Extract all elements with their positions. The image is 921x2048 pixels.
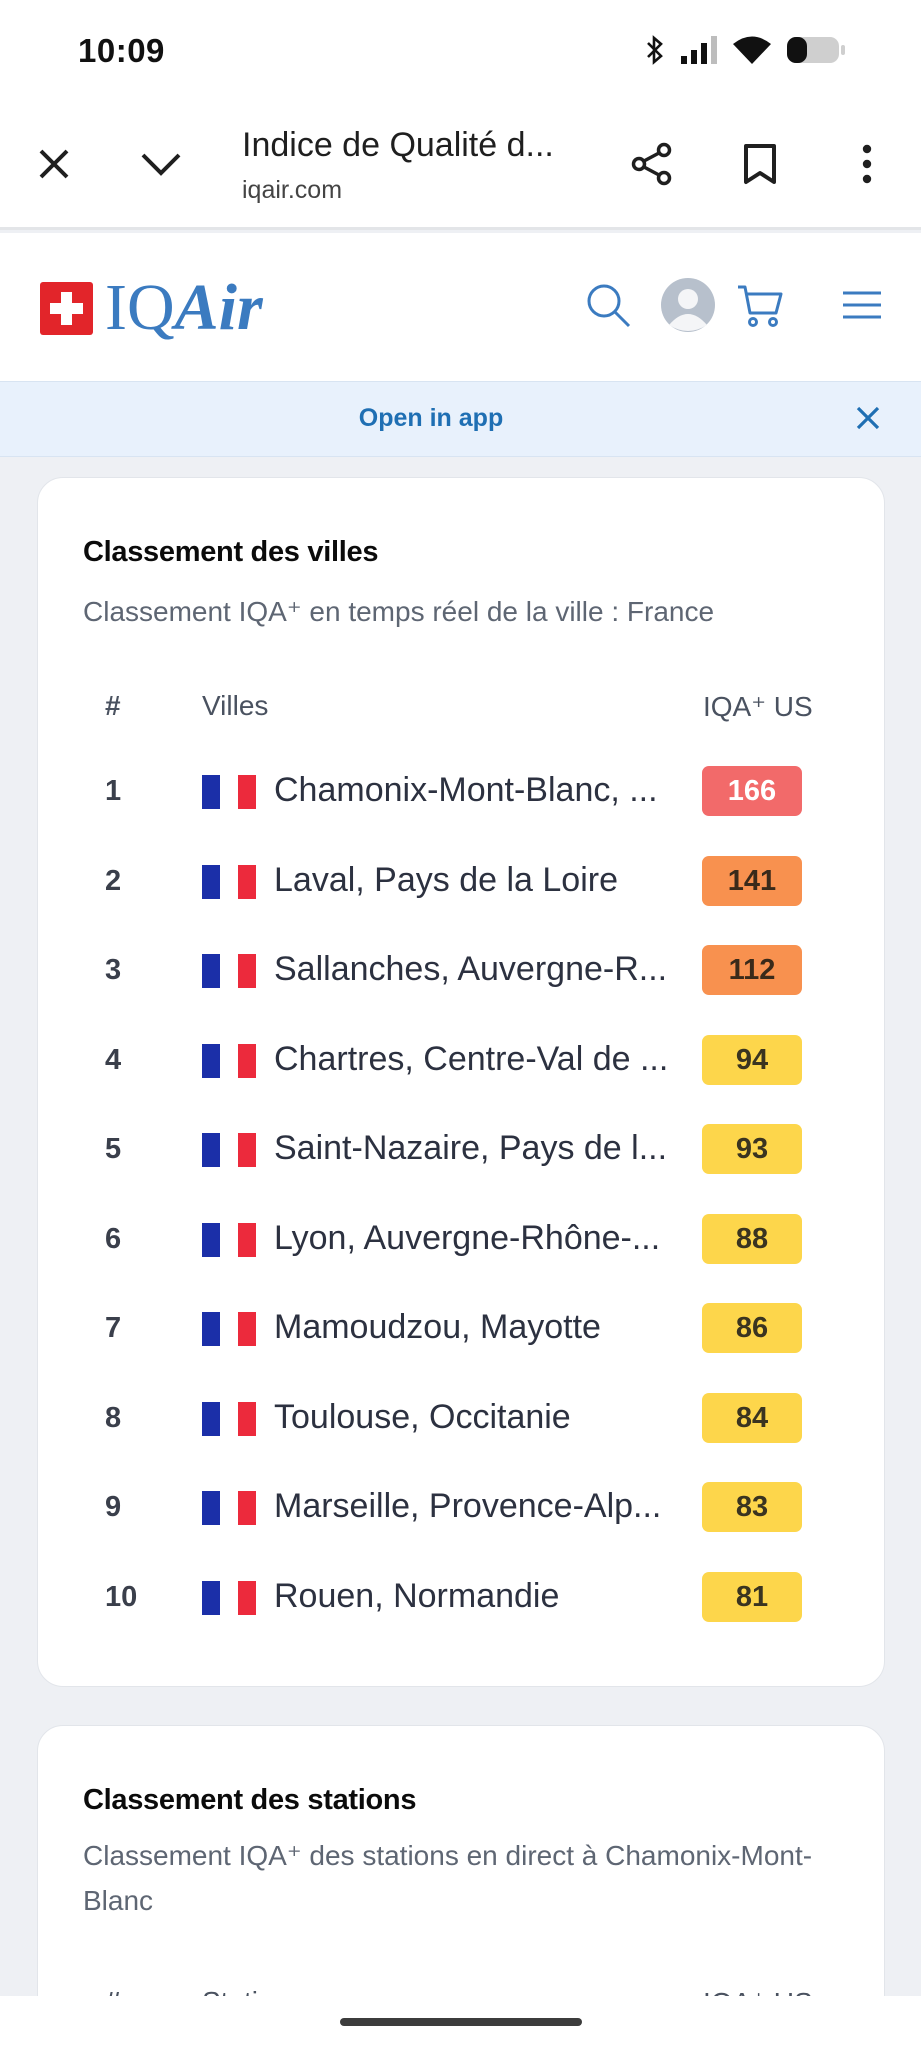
city-name[interactable]: Chartres, Centre-Val de ... bbox=[274, 1040, 669, 1078]
open-in-app-link[interactable]: Open in app bbox=[358, 404, 504, 432]
minimize-button[interactable] bbox=[129, 132, 193, 196]
station-ranking-title: Classement des stations bbox=[83, 1784, 417, 1816]
status-bar: 10:09 bbox=[0, 0, 921, 104]
france-flag-icon bbox=[202, 1581, 256, 1615]
avatar[interactable] bbox=[656, 273, 720, 337]
aqi-badge: 86 bbox=[702, 1303, 802, 1353]
wifi-icon bbox=[732, 35, 772, 65]
city-name[interactable]: Laval, Pays de la Loire bbox=[274, 861, 618, 899]
close-icon bbox=[39, 149, 69, 179]
search-icon bbox=[587, 284, 631, 328]
aqi-badge: 112 bbox=[702, 945, 802, 995]
more-options-button[interactable] bbox=[835, 132, 899, 196]
home-indicator[interactable] bbox=[340, 2018, 582, 2026]
city-ranking-card: Classement des villes Classement IQA⁺ en… bbox=[37, 477, 885, 1687]
city-row[interactable]: 10 Rouen, Normandie 81 bbox=[38, 1567, 886, 1627]
city-rank: 9 bbox=[105, 1491, 122, 1523]
city-row[interactable]: 7 Mamoudzou, Mayotte 86 bbox=[38, 1298, 886, 1358]
city-name[interactable]: Chamonix-Mont-Blanc, ... bbox=[274, 771, 658, 809]
signal-icon bbox=[680, 35, 718, 65]
column-header-city: Villes bbox=[202, 690, 269, 721]
aqi-badge: 141 bbox=[702, 856, 802, 906]
cart-button[interactable] bbox=[728, 273, 792, 337]
aqi-badge: 81 bbox=[702, 1572, 802, 1622]
city-rank: 10 bbox=[105, 1581, 138, 1613]
city-rank: 3 bbox=[105, 954, 122, 986]
city-rank: 2 bbox=[105, 865, 122, 897]
bookmark-icon bbox=[744, 144, 776, 184]
france-flag-icon bbox=[202, 1044, 256, 1078]
banner-close-button[interactable] bbox=[848, 398, 888, 438]
column-header-rank: # bbox=[105, 690, 121, 721]
share-icon bbox=[631, 142, 672, 186]
bookmark-button[interactable] bbox=[728, 132, 792, 196]
chevron-down-icon bbox=[141, 153, 181, 176]
battery-icon bbox=[786, 35, 846, 65]
menu-button[interactable] bbox=[830, 273, 894, 337]
france-flag-icon bbox=[202, 775, 256, 809]
city-rank: 7 bbox=[105, 1312, 122, 1344]
search-button[interactable] bbox=[576, 273, 640, 337]
close-tab-button[interactable] bbox=[22, 132, 86, 196]
city-name[interactable]: Rouen, Normandie bbox=[274, 1577, 560, 1615]
logo-wordmark: IQAir bbox=[105, 271, 263, 344]
city-rank: 8 bbox=[105, 1402, 122, 1434]
aqi-badge: 93 bbox=[702, 1124, 802, 1174]
city-name[interactable]: Toulouse, Occitanie bbox=[274, 1398, 571, 1436]
city-row[interactable]: 5 Saint-Nazaire, Pays de l... 93 bbox=[38, 1119, 886, 1179]
status-time: 10:09 bbox=[78, 32, 165, 69]
bluetooth-icon bbox=[644, 34, 666, 66]
city-ranking-subtitle: Classement IQA⁺ en temps réel de la vill… bbox=[83, 596, 715, 627]
share-button[interactable] bbox=[620, 132, 684, 196]
city-row[interactable]: 9 Marseille, Provence-Alp... 83 bbox=[38, 1477, 886, 1537]
city-rank: 6 bbox=[105, 1223, 122, 1255]
city-row[interactable]: 3 Sallanches, Auvergne-R... 112 bbox=[38, 940, 886, 1000]
site-header: IQAir bbox=[0, 233, 921, 381]
city-name[interactable]: Saint-Nazaire, Pays de l... bbox=[274, 1129, 668, 1167]
france-flag-icon bbox=[202, 1402, 256, 1436]
city-name[interactable]: Marseille, Provence-Alp... bbox=[274, 1487, 662, 1525]
france-flag-icon bbox=[202, 865, 256, 899]
city-rank: 5 bbox=[105, 1133, 122, 1165]
cart-icon bbox=[738, 285, 783, 327]
gesture-bar bbox=[0, 1996, 921, 2048]
iqair-logo[interactable]: IQAir bbox=[40, 275, 263, 341]
city-row[interactable]: 4 Chartres, Centre-Val de ... 94 bbox=[38, 1030, 886, 1090]
france-flag-icon bbox=[202, 954, 256, 988]
city-rank: 1 bbox=[105, 775, 122, 807]
page-url[interactable]: iqair.com bbox=[242, 176, 343, 204]
browser-toolbar: Indice de Qualité d... iqair.com bbox=[0, 104, 921, 230]
page-title[interactable]: Indice de Qualité d... bbox=[242, 126, 554, 164]
city-name[interactable]: Lyon, Auvergne-Rhône-... bbox=[274, 1219, 661, 1257]
city-row[interactable]: 2 Laval, Pays de la Loire 141 bbox=[38, 851, 886, 911]
status-icons bbox=[644, 34, 846, 66]
more-vert-icon bbox=[862, 144, 872, 184]
close-icon bbox=[856, 406, 880, 430]
column-header-aqi: IQA⁺ US bbox=[703, 691, 813, 722]
menu-icon bbox=[843, 291, 881, 319]
city-ranking-title: Classement des villes bbox=[83, 536, 379, 568]
france-flag-icon bbox=[202, 1133, 256, 1167]
city-row[interactable]: 1 Chamonix-Mont-Blanc, ... 166 bbox=[38, 761, 886, 821]
city-name[interactable]: Mamoudzou, Mayotte bbox=[274, 1308, 601, 1346]
city-row[interactable]: 6 Lyon, Auvergne-Rhône-... 88 bbox=[38, 1209, 886, 1269]
city-rank: 4 bbox=[105, 1044, 122, 1076]
france-flag-icon bbox=[202, 1312, 256, 1346]
aqi-badge: 83 bbox=[702, 1482, 802, 1532]
swiss-cross-icon bbox=[40, 281, 93, 335]
france-flag-icon bbox=[202, 1223, 256, 1257]
open-in-app-banner: Open in app bbox=[0, 381, 921, 457]
city-name[interactable]: Sallanches, Auvergne-R... bbox=[274, 950, 668, 988]
france-flag-icon bbox=[202, 1491, 256, 1525]
aqi-badge: 84 bbox=[702, 1393, 802, 1443]
aqi-badge: 94 bbox=[702, 1035, 802, 1085]
aqi-badge: 166 bbox=[702, 766, 802, 816]
user-avatar-icon bbox=[661, 278, 715, 332]
aqi-badge: 88 bbox=[702, 1214, 802, 1264]
station-ranking-subtitle: Classement IQA⁺ des stations en direct à… bbox=[83, 1840, 813, 1916]
city-row[interactable]: 8 Toulouse, Occitanie 84 bbox=[38, 1388, 886, 1448]
